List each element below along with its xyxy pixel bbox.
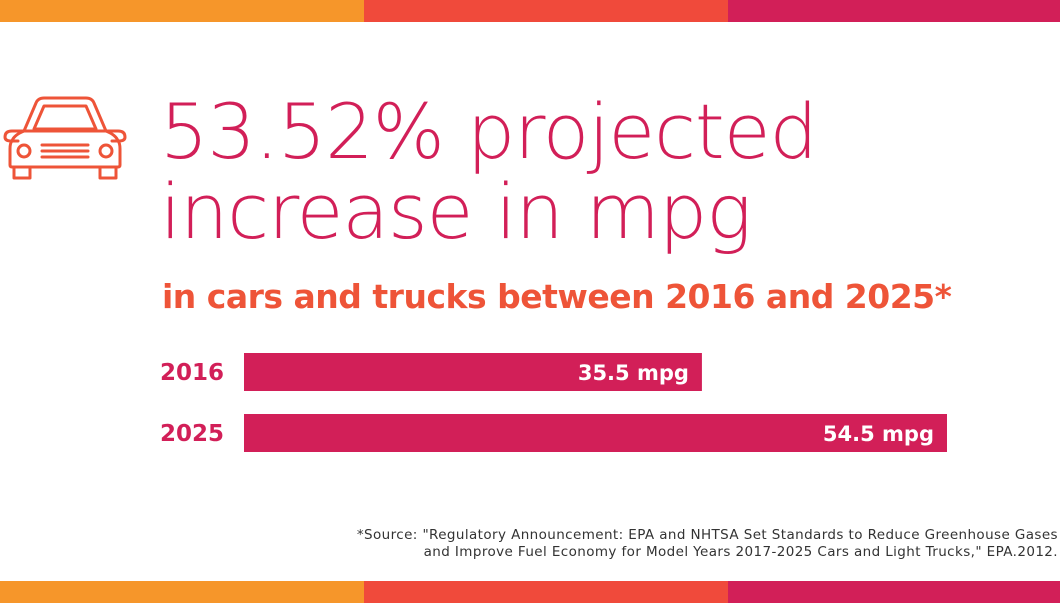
- car-icon: [3, 96, 127, 180]
- bottom-color-stripe: [0, 581, 1060, 603]
- headline-line-1: 53.52% projected: [160, 87, 818, 176]
- category-label-2016: 2016: [160, 360, 224, 386]
- top-color-stripe: [0, 0, 1060, 22]
- bar-2016: [244, 353, 702, 391]
- stripe-orange: [0, 0, 364, 22]
- headline-line-2: increase in mpg: [160, 167, 752, 256]
- value-label-2016: 35.5 mpg: [578, 361, 689, 385]
- bar-2025: [244, 414, 947, 452]
- stripe-orange: [0, 581, 364, 603]
- headline: 53.52% projected increase in mpg: [160, 87, 818, 256]
- source-footnote: *Source: "Regulatory Announcement: EPA a…: [357, 527, 1058, 561]
- stripe-magenta: [728, 581, 1060, 603]
- stripe-red: [364, 581, 728, 603]
- source-line-2: and Improve Fuel Economy for Model Years…: [423, 544, 1058, 560]
- source-line-1: *Source: "Regulatory Announcement: EPA a…: [356, 527, 1058, 543]
- value-label-2025: 54.5 mpg: [823, 422, 934, 446]
- subheadline: in cars and trucks between 2016 and 2025…: [162, 277, 952, 316]
- category-label-2025: 2025: [160, 421, 224, 447]
- stripe-red: [364, 0, 728, 22]
- stripe-magenta: [728, 0, 1060, 22]
